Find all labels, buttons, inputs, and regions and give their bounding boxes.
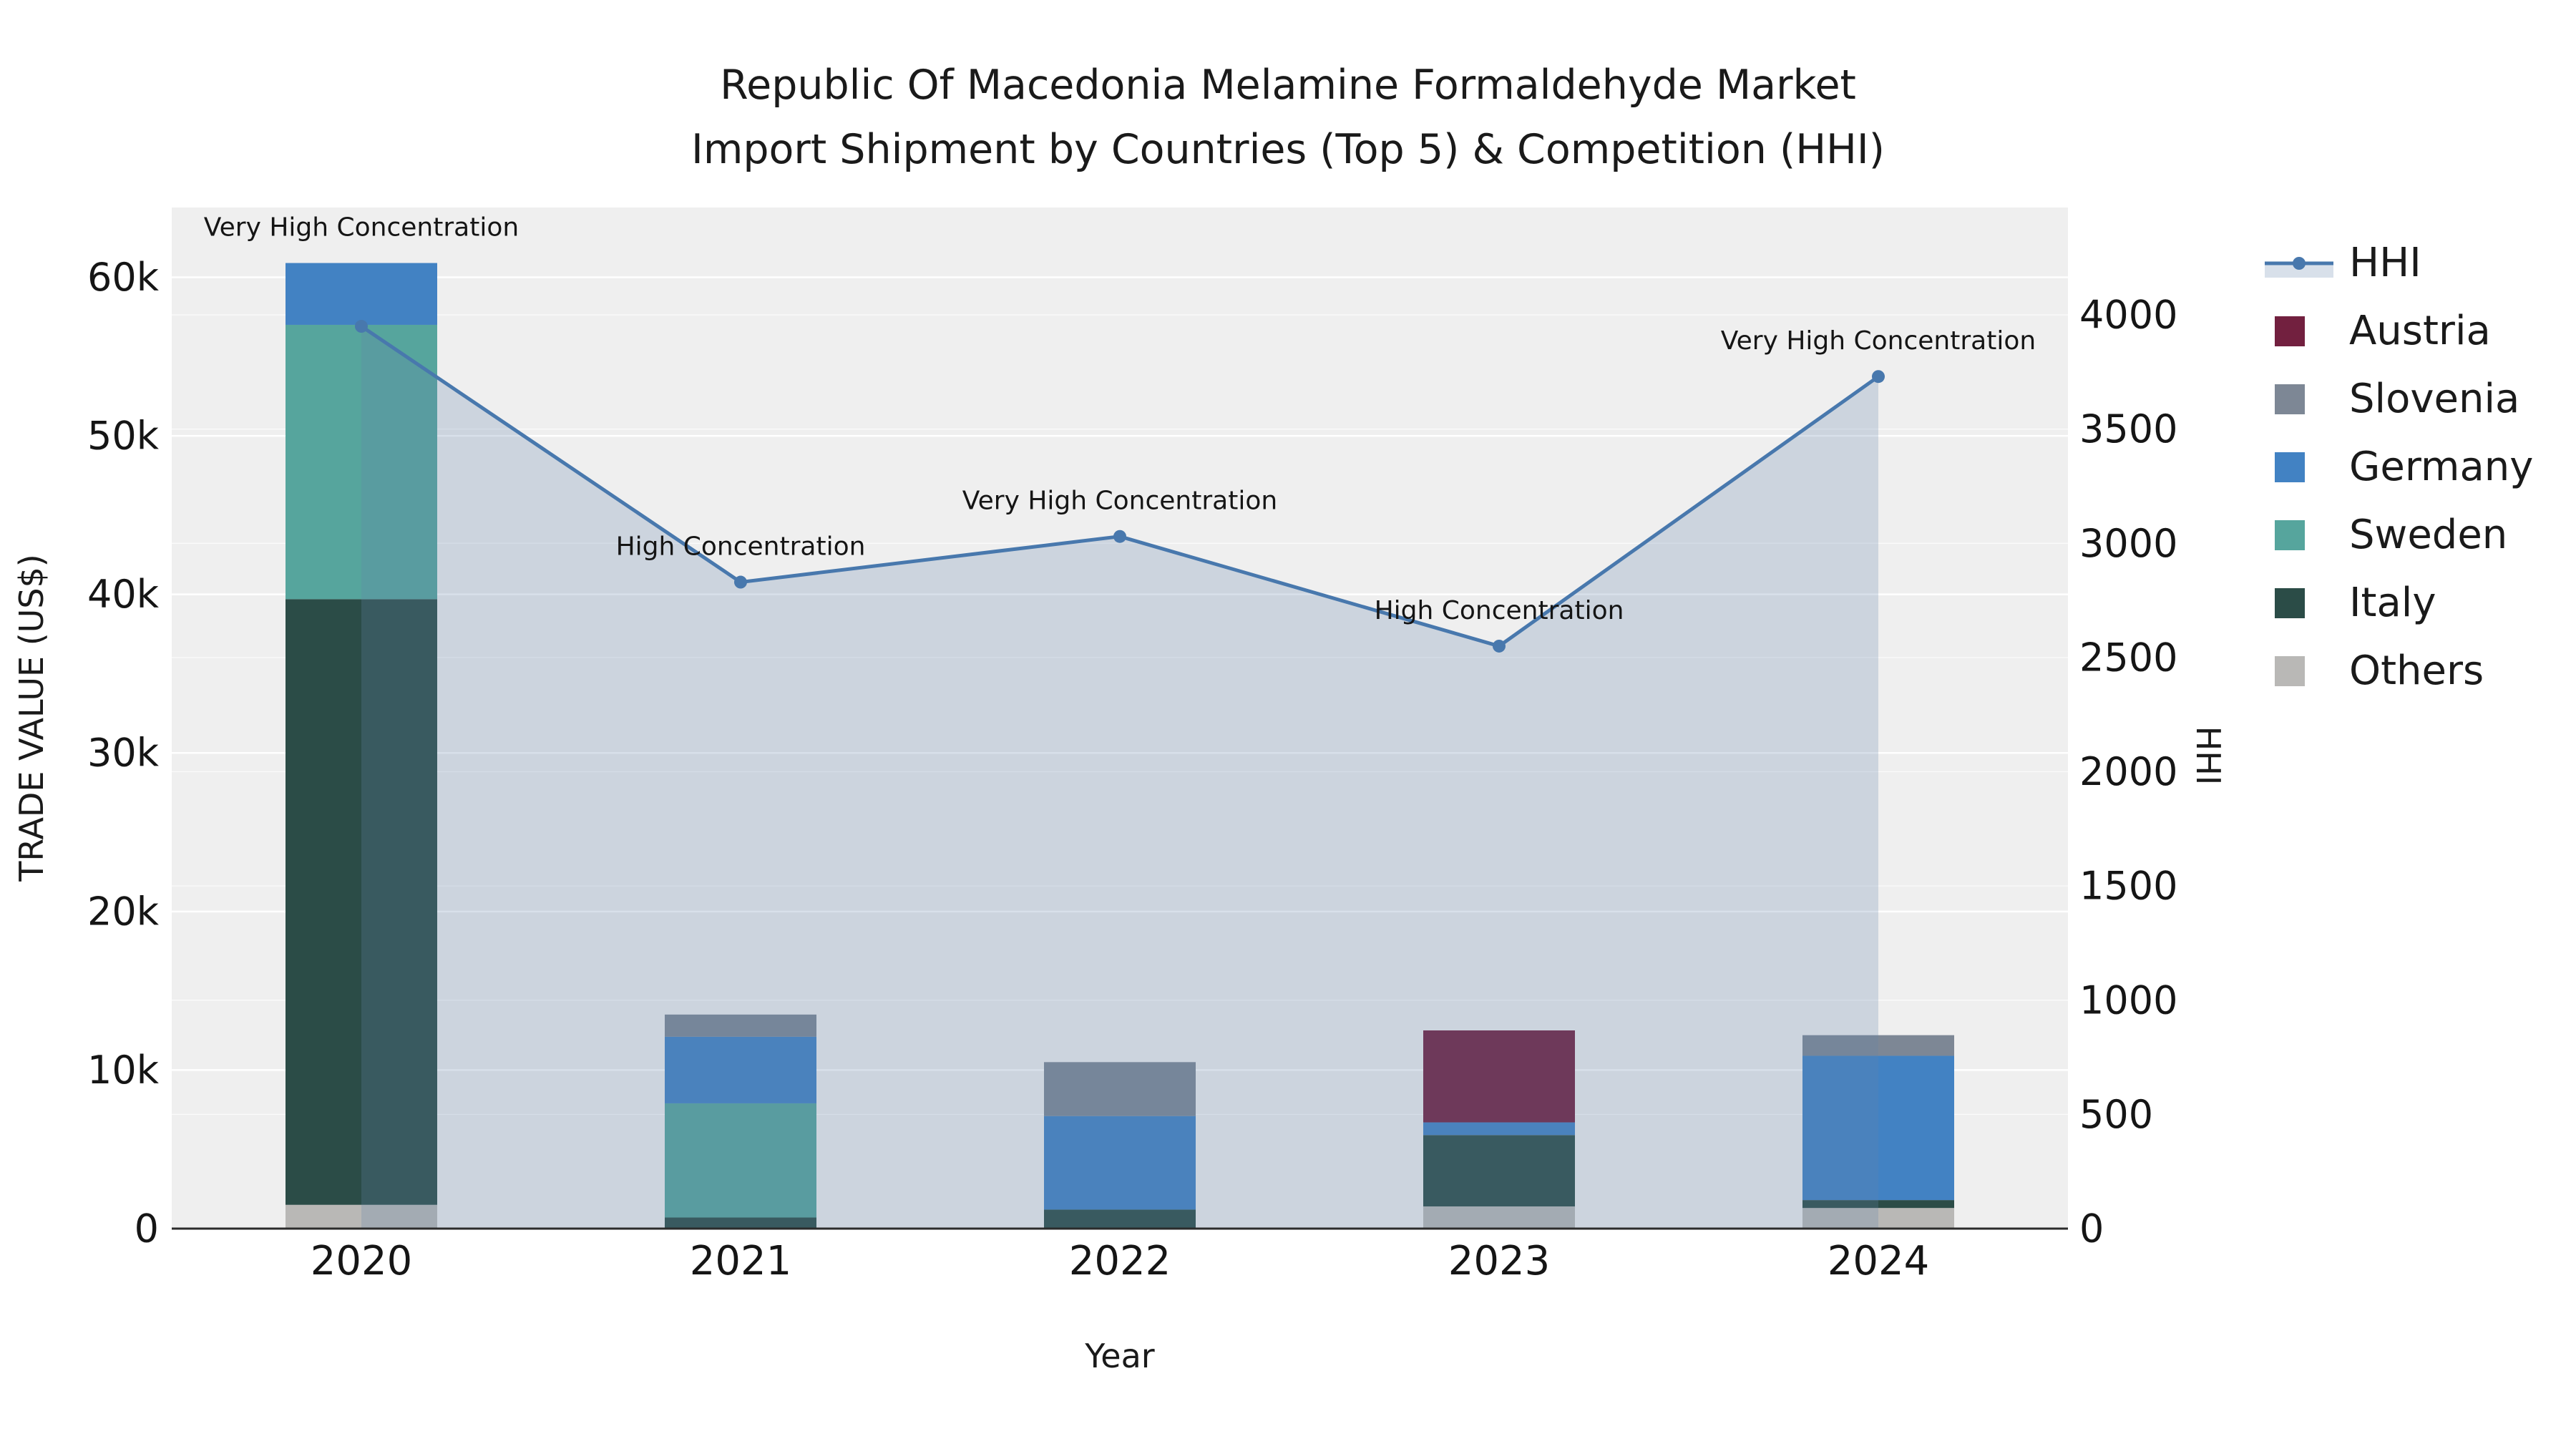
swatch-slovenia bbox=[2275, 384, 2305, 414]
hhi-marker-2021 bbox=[734, 575, 747, 589]
y-left-tick: 10k bbox=[87, 1048, 160, 1093]
bar-segment-italy-2020 bbox=[286, 599, 437, 1205]
bar-segment-others-2020 bbox=[286, 1204, 437, 1229]
bar-segment-others-2024 bbox=[1802, 1208, 1954, 1229]
bar-segment-germany-2020 bbox=[286, 263, 437, 325]
legend-item-germany: Germany bbox=[2265, 433, 2533, 501]
y-right-tick: 3000 bbox=[2079, 521, 2177, 566]
y-left-tick: 0 bbox=[135, 1206, 159, 1252]
x-tick: 2023 bbox=[1448, 1238, 1551, 1284]
y-right-tick: 500 bbox=[2079, 1092, 2153, 1137]
y-right-tick: 2000 bbox=[2079, 749, 2177, 794]
legend-color-swatch bbox=[2265, 384, 2333, 414]
annotation-2020: Very High Concentration bbox=[204, 213, 519, 243]
bar-segment-italy-2024 bbox=[1802, 1200, 1954, 1209]
swatch-italy bbox=[2275, 587, 2305, 618]
annotation-2023: High Concentration bbox=[1375, 596, 1624, 625]
chart-title-line1: Republic Of Macedonia Melamine Formaldeh… bbox=[720, 62, 1856, 109]
chart-title: Republic Of Macedonia Melamine Formaldeh… bbox=[0, 53, 2576, 182]
bar-segment-others-2023 bbox=[1423, 1206, 1575, 1229]
bar-segment-italy-2023 bbox=[1423, 1135, 1575, 1206]
y-right-tick: 2500 bbox=[2079, 635, 2177, 680]
legend-item-sweden: Sweden bbox=[2265, 501, 2533, 569]
legend-color-swatch bbox=[2265, 655, 2333, 686]
y-right-axis-title: HHI bbox=[2189, 726, 2228, 786]
bar-segment-slovenia-2021 bbox=[665, 1014, 816, 1037]
y-left-tick: 60k bbox=[87, 255, 160, 300]
hhi-marker-2020 bbox=[355, 320, 368, 333]
legend-item-hhi: HHI bbox=[2265, 229, 2533, 297]
legend-item-others: Others bbox=[2265, 637, 2533, 705]
x-tick: 2021 bbox=[690, 1238, 792, 1284]
legend-color-swatch bbox=[2265, 452, 2333, 482]
swatch-sweden bbox=[2275, 519, 2305, 550]
y-left-tick: 20k bbox=[87, 889, 160, 934]
hhi-marker-2023 bbox=[1493, 639, 1506, 653]
bar-segment-germany-2024 bbox=[1802, 1055, 1954, 1201]
legend-label-others: Others bbox=[2349, 648, 2484, 694]
y-left-tick: 30k bbox=[87, 731, 160, 776]
y-right-tick: 0 bbox=[2079, 1206, 2104, 1252]
legend-color-swatch bbox=[2265, 587, 2333, 618]
legend-item-italy: Italy bbox=[2265, 569, 2533, 637]
hhi-line-swatch bbox=[2265, 246, 2333, 280]
bar-segment-germany-2021 bbox=[665, 1036, 816, 1103]
y-right-tick: 4000 bbox=[2079, 293, 2177, 338]
y-left-axis-title: TRADE VALUE (US$) bbox=[12, 554, 51, 882]
legend-label-italy: Italy bbox=[2349, 580, 2436, 626]
annotation-2022: Very High Concentration bbox=[962, 487, 1277, 516]
legend-label-slovenia: Slovenia bbox=[2349, 376, 2520, 422]
annotation-2021: High Concentration bbox=[616, 532, 866, 562]
bar-segment-sweden-2021 bbox=[665, 1103, 816, 1218]
bar-segment-italy-2022 bbox=[1044, 1209, 1196, 1229]
chart-title-line2: Import Shipment by Countries (Top 5) & C… bbox=[691, 126, 1885, 173]
annotation-2024: Very High Concentration bbox=[1721, 326, 2036, 356]
bar-segment-austria-2023 bbox=[1423, 1030, 1575, 1123]
hhi-area bbox=[361, 326, 1878, 1229]
y-right-tick: 3500 bbox=[2079, 406, 2177, 452]
legend-color-swatch bbox=[2265, 519, 2333, 550]
legend-item-austria: Austria bbox=[2265, 297, 2533, 365]
x-tick: 2022 bbox=[1069, 1238, 1171, 1284]
bar-segment-germany-2022 bbox=[1044, 1116, 1196, 1210]
legend-label-hhi: HHI bbox=[2349, 240, 2421, 286]
swatch-germany bbox=[2275, 452, 2305, 482]
plot-background bbox=[172, 208, 2068, 1229]
swatch-austria bbox=[2275, 316, 2305, 346]
y-right-tick: 1500 bbox=[2079, 864, 2177, 909]
legend-label-austria: Austria bbox=[2349, 308, 2491, 354]
legend-label-germany: Germany bbox=[2349, 444, 2534, 490]
hhi-marker-2024 bbox=[1872, 370, 1885, 384]
bar-segment-slovenia-2024 bbox=[1802, 1035, 1954, 1056]
bar-segment-slovenia-2022 bbox=[1044, 1062, 1196, 1116]
legend-item-slovenia: Slovenia bbox=[2265, 365, 2533, 433]
bar-segment-italy-2021 bbox=[665, 1217, 816, 1229]
legend-label-sweden: Sweden bbox=[2349, 512, 2508, 558]
x-tick: 2020 bbox=[311, 1238, 413, 1284]
bar-segment-sweden-2020 bbox=[286, 324, 437, 600]
y-left-tick: 40k bbox=[87, 572, 160, 617]
x-axis-title: Year bbox=[1085, 1337, 1155, 1375]
x-tick: 2024 bbox=[1828, 1238, 1930, 1284]
swatch-others bbox=[2275, 655, 2305, 686]
y-right-tick: 1000 bbox=[2079, 977, 2177, 1023]
y-left-tick: 50k bbox=[87, 414, 160, 459]
hhi-marker-2022 bbox=[1113, 530, 1126, 543]
legend: HHI Austria Slovenia Germany Sweden Italy Othe… bbox=[2265, 229, 2533, 705]
bar-segment-germany-2023 bbox=[1423, 1122, 1575, 1136]
legend-color-swatch bbox=[2265, 316, 2333, 346]
